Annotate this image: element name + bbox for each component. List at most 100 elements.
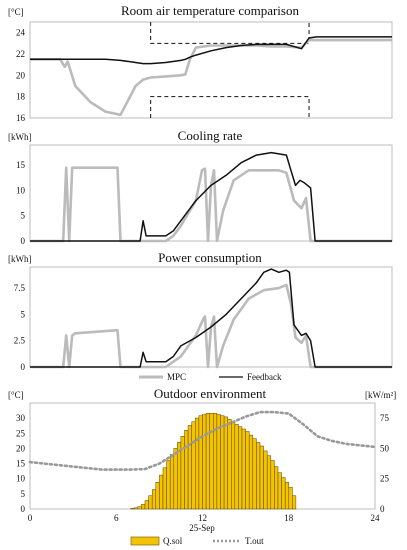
solar-bar [292,495,297,510]
panel4-x-ticks: 0 6 12 18 24 [28,513,380,523]
solar-bar [151,489,157,510]
panel3-title: Power consumption [158,250,262,265]
solar-bar [281,477,286,510]
solar-bar [173,448,178,510]
solar-bar [162,467,167,510]
lower-setpoint-line [150,96,310,118]
x-tick-label: 6 [114,513,119,523]
panel4-legend: Q.sol T.out [130,536,264,546]
y-tick-label: 5 [21,211,26,221]
y-tick-label: 0 [21,362,26,372]
y-tick-label: 20 [16,70,26,80]
panel1-frame [29,21,393,119]
solar-bar [266,455,272,510]
panel4-solar-bars [130,413,297,510]
solar-bar [144,500,149,510]
y-tick-label: 0 [21,236,26,246]
panel4-unit-right: [kW/m²] [365,390,396,400]
solar-bar [191,421,196,510]
y-tick-label-right: 75 [380,413,390,423]
solar-bar [148,495,153,510]
solar-bar [133,507,139,510]
solar-bar [227,419,232,510]
solar-bar [245,431,250,510]
y-tick-label: 0 [21,504,26,514]
y-tick-label: 10 [16,474,26,484]
legend-qsol-label: Q.sol [163,536,183,546]
solar-bar [209,413,214,510]
solar-bar [231,421,236,510]
panel-room-temperature: [°C] Room air temperature comparison 16 1… [8,3,393,123]
solar-bar [277,472,282,510]
solar-bar [284,482,290,510]
solar-bar [202,414,207,510]
panel3-legend: MPC Feedback [139,372,282,382]
y-tick-label: 15 [16,459,26,469]
panel1-unit: [°C] [8,7,24,17]
panel3-y-ticks: 0 2.5 5 7.5 [14,283,26,372]
series-mpc-line [30,166,392,243]
panel3-series [30,268,392,369]
panel-cooling-rate: [kWh] Cooling rate 0 5 10 15 [8,128,393,246]
series-tout-line [28,410,377,471]
y-tick-label: 2.5 [14,336,26,346]
y-tick-label: 25 [16,428,26,438]
panel2-frame [29,144,393,242]
solar-bar [137,506,142,510]
solar-bar [141,503,146,510]
solar-bar [252,438,257,510]
panel4-unit-left: [°C] [8,390,24,400]
solar-bar [198,415,203,510]
solar-bar [166,460,171,510]
y-tick-label-right: 50 [380,443,390,453]
panel2-title: Cooling rate [178,128,243,143]
y-tick-label: 30 [16,413,26,423]
panel2-series [30,151,392,243]
legend-tout-label: T.out [245,536,264,546]
solar-bar [238,426,243,510]
panel3-unit: [kWh] [8,254,32,264]
solar-bar [159,474,164,510]
solar-bar [234,423,239,510]
solar-bar [241,428,246,510]
y-tick-label: 16 [16,113,26,123]
y-tick-label-right: 0 [380,504,385,514]
panel2-unit: [kWh] [8,132,32,142]
panel1-title: Room air temperature comparison [121,3,299,18]
y-tick-label-right: 25 [380,474,390,484]
y-tick-label: 24 [16,28,26,38]
solar-bar [223,416,228,510]
solar-bar [220,415,225,510]
y-tick-label: 18 [16,92,26,102]
solar-bar [213,413,218,510]
legend-qsol-swatch [130,536,160,546]
x-tick-label: 12 [198,513,207,523]
y-tick-label: 15 [16,160,26,170]
series-mpc-line [30,38,392,117]
solar-bar [205,413,210,510]
series-feedback-line [30,268,392,368]
panel4-y-ticks: 0 5 10 15 20 25 30 0 25 50 75 [16,413,390,514]
y-tick-label: 22 [16,49,25,59]
solar-bar [288,486,293,510]
x-tick-label: 24 [371,513,381,523]
panel3-frame [29,266,393,368]
series-feedback-line [30,151,392,242]
y-tick-label: 5 [21,309,26,319]
legend-mpc-label: MPC [167,372,186,382]
solar-bar [259,445,264,510]
panel-outdoor-environment: [°C] [kW/m²] Outdoor environment 0 5 10 15 2… [8,386,396,546]
solar-bar [184,430,189,510]
series-feedback-line [30,36,392,65]
x-tick-label: 0 [28,513,33,523]
legend-feedback-label: Feedback [247,372,282,382]
solar-bar [274,466,279,510]
panel2-y-ticks: 0 5 10 15 [16,160,26,246]
y-tick-label: 5 [21,489,26,499]
solar-bar [155,482,160,510]
series-mpc-line [30,283,392,369]
solar-bar [248,434,254,510]
panel1-series [30,36,392,117]
y-tick-label: 10 [16,185,26,195]
